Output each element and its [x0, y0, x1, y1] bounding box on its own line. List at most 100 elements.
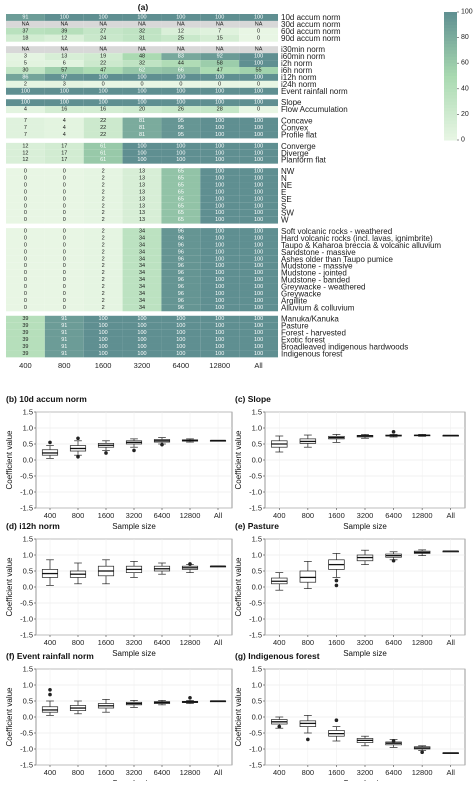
- heatmap-cell-value: 12: [61, 35, 67, 41]
- legend-gradient-step: [444, 130, 457, 135]
- heatmap-cell-value: 34: [139, 256, 145, 262]
- legend-gradient-step: [444, 12, 457, 16]
- legend-gradient-step: [444, 124, 457, 128]
- heatmap-cell-value: 13: [139, 189, 145, 195]
- heatmap-cell: [83, 14, 123, 21]
- heatmap-cell: [200, 60, 240, 68]
- heatmap-cell: [44, 241, 84, 249]
- y-tick-label: 1.5: [23, 665, 33, 674]
- heatmap-cell-value: 100: [254, 256, 263, 262]
- heatmap-cell: [161, 255, 201, 263]
- heatmap-cell-value: 39: [61, 28, 67, 34]
- heatmap-cell: [44, 248, 84, 256]
- heatmap-row-label: 30d accum norm: [281, 20, 341, 29]
- heatmap-cell-value: 34: [139, 277, 145, 283]
- heatmap-cell: [161, 87, 201, 95]
- heatmap-cell: [161, 209, 201, 217]
- heatmap-cell: [83, 336, 123, 344]
- heatmap-cell-value: 100: [215, 291, 224, 297]
- heatmap-cell: [200, 87, 240, 95]
- heatmap-cell: [44, 80, 84, 88]
- heatmap-cell-value: 2: [102, 270, 105, 276]
- heatmap-cell-value: 2: [102, 305, 105, 311]
- legend-gradient-step: [444, 127, 457, 131]
- heatmap-cell-value: 100: [254, 74, 263, 80]
- heatmap-cell-value: 100: [21, 100, 30, 106]
- heatmap-cell-value: 100: [215, 298, 224, 304]
- heatmap-cell-value: 100: [137, 14, 146, 20]
- heatmap-cell: [161, 182, 201, 189]
- x-tick-label: 3200: [126, 511, 143, 520]
- y-tick-label: 0.0: [23, 713, 33, 722]
- legend-gradient-step: [444, 85, 457, 90]
- heatmap-cell: [44, 60, 84, 68]
- heatmap-color-legend: 100 80 60 40 20 0: [444, 9, 473, 144]
- heatmap-cell: [161, 27, 201, 35]
- heatmap-cell-value: 18: [22, 35, 28, 41]
- y-tick-label: -0.5: [249, 599, 262, 608]
- heatmap-cell-value: 0: [257, 81, 260, 87]
- heatmap-cell: [44, 182, 84, 189]
- box-outlier: [76, 436, 80, 441]
- heatmap-cell-value: 100: [254, 323, 263, 329]
- heatmap-row-label: Ashes older than Taupo pumice: [281, 255, 393, 264]
- heatmap-cell: [200, 283, 240, 291]
- y-tick-label: -0.5: [20, 599, 33, 608]
- heatmap-cell: [6, 27, 45, 35]
- x-tick-label: All: [447, 511, 456, 520]
- heatmap-cell-value: 0: [63, 176, 66, 182]
- heatmap-cell-value: 39: [22, 351, 28, 357]
- heatmap-cell-value: 2: [24, 81, 27, 87]
- heatmap-cell-value: 95: [178, 132, 184, 138]
- y-tick-label: -1.0: [20, 615, 33, 624]
- heatmap-cell: [161, 336, 201, 344]
- heatmap-cell-value: 24: [100, 35, 106, 41]
- heatmap-cell-value: 100: [137, 100, 146, 106]
- heatmap-cell-value: 34: [139, 270, 145, 276]
- heatmap-cell: [83, 67, 123, 74]
- y-tick-label: 1.5: [23, 408, 33, 417]
- box-outlier: [334, 583, 339, 588]
- x-tick-label: 3200: [357, 638, 374, 647]
- legend-gradient-step: [444, 37, 457, 42]
- heatmap-cell-value: 100: [215, 196, 224, 202]
- heatmap-cell: [6, 209, 45, 217]
- heatmap-cell-value: 96: [178, 284, 184, 290]
- heatmap-cell-value: 0: [24, 284, 27, 290]
- heatmap-cell-value: 100: [176, 344, 185, 350]
- heatmap-cell: [200, 322, 240, 330]
- heatmap-cell-value: 0: [24, 256, 27, 262]
- heatmap-cell: [239, 124, 278, 132]
- heatmap-cell: [6, 322, 45, 330]
- heatmap-cell-value: 0: [24, 217, 27, 223]
- heatmap-cell: [44, 195, 84, 203]
- heatmap-cell-value: 65: [178, 196, 184, 202]
- heatmap-cell-value: 100: [215, 210, 224, 216]
- heatmap-cell: [83, 175, 123, 183]
- heatmap-cell: [6, 117, 45, 125]
- heatmap-cell-value: 0: [218, 81, 221, 87]
- heatmap-cell: [122, 262, 162, 270]
- heatmap-row-label: Exotic forest: [281, 336, 326, 345]
- heatmap-cell: [83, 34, 123, 42]
- heatmap-row-label: Convex: [281, 123, 308, 132]
- x-tick-label: All: [214, 638, 223, 647]
- heatmap-cell-value: 100: [254, 249, 263, 255]
- heatmap-cell: [6, 290, 45, 298]
- box-outlier: [334, 578, 339, 583]
- y-tick-label: 0.0: [252, 583, 262, 592]
- heatmap-cell: [122, 14, 162, 21]
- heatmap-cell: [6, 46, 45, 54]
- heatmap-cell: [200, 269, 240, 277]
- heatmap-cell-value: 100: [99, 323, 108, 329]
- heatmap-cell: [6, 168, 45, 176]
- heatmap-cell-value: 2: [102, 291, 105, 297]
- box-outlier: [420, 750, 424, 754]
- heatmap-cell: [83, 60, 123, 68]
- legend-gradient-step: [444, 44, 457, 48]
- y-tick-label: -0.5: [20, 729, 33, 738]
- heatmap-cell: [200, 235, 240, 242]
- heatmap-cell: [239, 195, 278, 203]
